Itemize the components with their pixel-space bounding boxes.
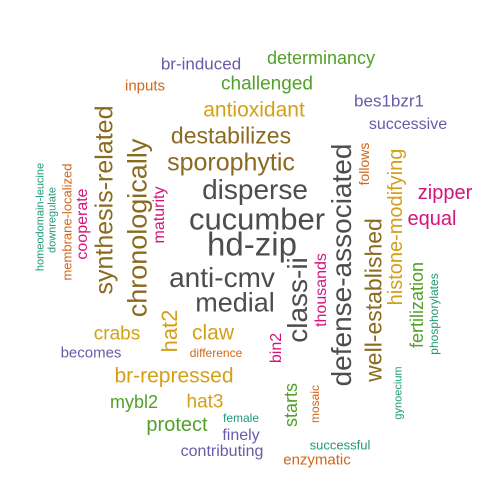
word-disperse: disperse — [202, 174, 308, 205]
word-protect: protect — [146, 414, 208, 436]
word-follows: follows — [356, 142, 372, 186]
word-inputs: inputs — [124, 77, 166, 95]
word-hat2: hat2 — [157, 309, 182, 353]
word-successive: successive — [368, 116, 448, 133]
word-bes1bzr1: bes1bzr1 — [354, 91, 424, 111]
word-fertilization: fertilization — [407, 261, 427, 349]
word-bin2: bin2 — [268, 332, 285, 364]
word-crabs: crabs — [93, 323, 141, 345]
word-determinancy: determinancy — [266, 48, 376, 68]
word-phosphorylates: phosphorylates — [427, 273, 441, 355]
word-well-established: well-established — [360, 218, 387, 382]
word-class-ii: class-ii — [282, 257, 313, 343]
word-mosaic: mosaic — [308, 384, 322, 424]
word-gynoecium: gynoecium — [392, 366, 405, 420]
word-membrane-localized: membrane-localized — [59, 163, 75, 281]
word-medial: medial — [195, 287, 275, 318]
word-destabilizes: destabilizes — [170, 122, 292, 149]
word-cooperate: cooperate — [74, 188, 91, 260]
word-synthesis-related: synthesis-related — [90, 105, 119, 295]
word-mybl2: mybl2 — [109, 392, 159, 412]
word-br-induced: br-induced — [160, 54, 242, 74]
word-antioxidant: antioxidant — [203, 98, 305, 122]
word-chronologically: chronologically — [122, 138, 153, 318]
word-downregulate: downregulate — [46, 186, 59, 254]
word-contributing: contributing — [180, 443, 264, 460]
word-starts: starts — [281, 382, 301, 428]
word-challenged: challenged — [221, 73, 313, 95]
word-becomes: becomes — [60, 344, 122, 362]
word-homeodomain-leucine: homeodomain-leucine — [34, 162, 47, 272]
word-equal: equal — [407, 208, 457, 230]
word-female: female — [222, 411, 260, 425]
word-zipper: zipper — [417, 182, 473, 204]
word-finely: finely — [222, 427, 260, 444]
word-hd-zip: hd-zip — [207, 225, 297, 263]
word-enzymatic: enzymatic — [283, 451, 351, 469]
word-thousands: thousands — [313, 253, 330, 327]
word-successful: successful — [309, 437, 371, 453]
word-defense-associated: defense-associated — [326, 143, 357, 387]
word-claw: claw — [191, 321, 235, 345]
word-cucumber: cucumber — [188, 201, 326, 237]
word-maturity: maturity — [151, 186, 168, 244]
word-hat3: hat3 — [186, 391, 224, 413]
word-sporophytic: sporophytic — [167, 148, 295, 177]
word-difference: difference — [189, 346, 243, 360]
word-br-repressed: br-repressed — [114, 364, 234, 388]
word-anti-cmv: anti-cmv — [169, 262, 275, 293]
word-histone-modifying: histone-modifying — [385, 148, 407, 306]
